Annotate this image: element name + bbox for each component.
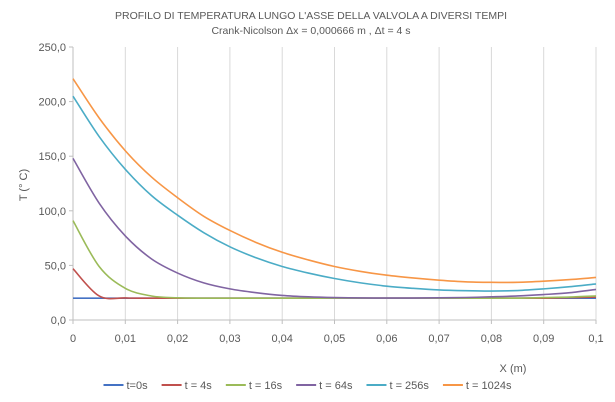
- x-tick-label: 0,04: [271, 333, 292, 345]
- x-tick-label: 0,01: [115, 333, 136, 345]
- legend-label: t = 1024s: [466, 380, 512, 392]
- x-tick-label: 0,09: [533, 333, 554, 345]
- legend-label: t=0s: [126, 380, 148, 392]
- x-tick-label: 0,1: [588, 333, 603, 345]
- y-tick-label: 100,0: [38, 206, 66, 218]
- chart-subtitle: Crank-Nicolson Δx = 0,000666 m , Δt = 4 …: [211, 25, 410, 37]
- y-tick-label: 250,0: [38, 42, 66, 54]
- legend-label: t = 4s: [185, 380, 213, 392]
- legend-label: t = 256s: [389, 380, 429, 392]
- axes: [69, 46, 597, 324]
- gridlines: [124, 47, 597, 320]
- y-tick-label: 0,0: [51, 315, 66, 327]
- legend-label: t = 16s: [249, 380, 283, 392]
- x-tick-label: 0,05: [324, 333, 345, 345]
- y-tick-label: 200,0: [38, 97, 66, 109]
- legend: t=0s t = 4s t = 16s t = 64s t = 256s t = 1024…: [103, 380, 512, 392]
- series-line-t-64s: [72, 157, 597, 299]
- x-axis-title: X (m): [500, 363, 527, 375]
- y-tick-label: 150,0: [38, 151, 66, 163]
- series-line-t-256s: [72, 95, 597, 292]
- x-tick-label: 0,07: [428, 333, 449, 345]
- y-tick-label: 50,0: [45, 260, 66, 272]
- x-tick-label: 0,08: [481, 333, 502, 345]
- x-tick-label: 0: [70, 333, 76, 345]
- y-axis-title: T (° C): [18, 169, 30, 201]
- x-tick-label: 0,06: [376, 333, 397, 345]
- x-tick-label: 0,02: [167, 333, 188, 345]
- chart-title: PROFILO DI TEMPERATURA LUNGO L'ASSE DELL…: [115, 10, 507, 22]
- series-lines: [72, 78, 597, 300]
- x-tick-label: 0,03: [219, 333, 240, 345]
- legend-label: t = 64s: [319, 380, 353, 392]
- series-line-t-1024s: [72, 78, 597, 284]
